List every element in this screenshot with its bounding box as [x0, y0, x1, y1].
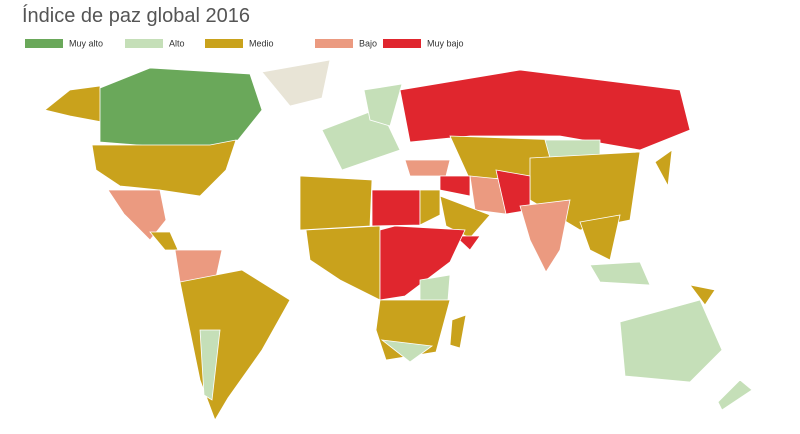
country-region — [404, 159, 451, 177]
country-region — [371, 189, 421, 227]
legend-label: Alto — [169, 38, 185, 48]
country-region — [399, 69, 691, 151]
legend-swatch — [383, 39, 421, 48]
country-region — [91, 139, 237, 197]
legend-label: Muy bajo — [427, 38, 464, 48]
country-region — [449, 314, 467, 349]
country-region — [363, 83, 403, 127]
country-region — [519, 199, 571, 273]
country-region — [579, 214, 621, 261]
country-region — [379, 225, 466, 301]
country-region — [717, 379, 753, 411]
legend-swatch — [205, 39, 243, 48]
country-region — [689, 284, 716, 306]
country-region — [179, 269, 291, 421]
country-region — [439, 175, 471, 197]
legend-swatch — [25, 39, 63, 48]
legend-label: Bajo — [359, 38, 377, 48]
legend-swatch — [315, 39, 353, 48]
country-region — [305, 225, 381, 301]
country-region — [99, 67, 263, 151]
country-region — [149, 231, 179, 251]
country-region — [299, 175, 373, 231]
country-region — [453, 235, 481, 251]
title: Índice de paz global 2016 — [22, 4, 250, 27]
legend-label: Muy alto — [69, 38, 103, 48]
country-region — [589, 261, 651, 286]
country-region — [419, 274, 451, 303]
country-region — [419, 189, 441, 226]
country-region — [107, 189, 167, 241]
world-map — [44, 59, 753, 421]
legend-label: Medio — [249, 38, 274, 48]
country-region — [380, 339, 434, 363]
country-region — [619, 299, 723, 383]
country-region — [654, 149, 673, 188]
country-region — [44, 85, 103, 123]
country-region — [199, 329, 221, 401]
legend: Muy alto Alto Medio Bajo Muy bajo — [25, 38, 464, 48]
legend-swatch — [125, 39, 163, 48]
greenland — [261, 59, 331, 107]
